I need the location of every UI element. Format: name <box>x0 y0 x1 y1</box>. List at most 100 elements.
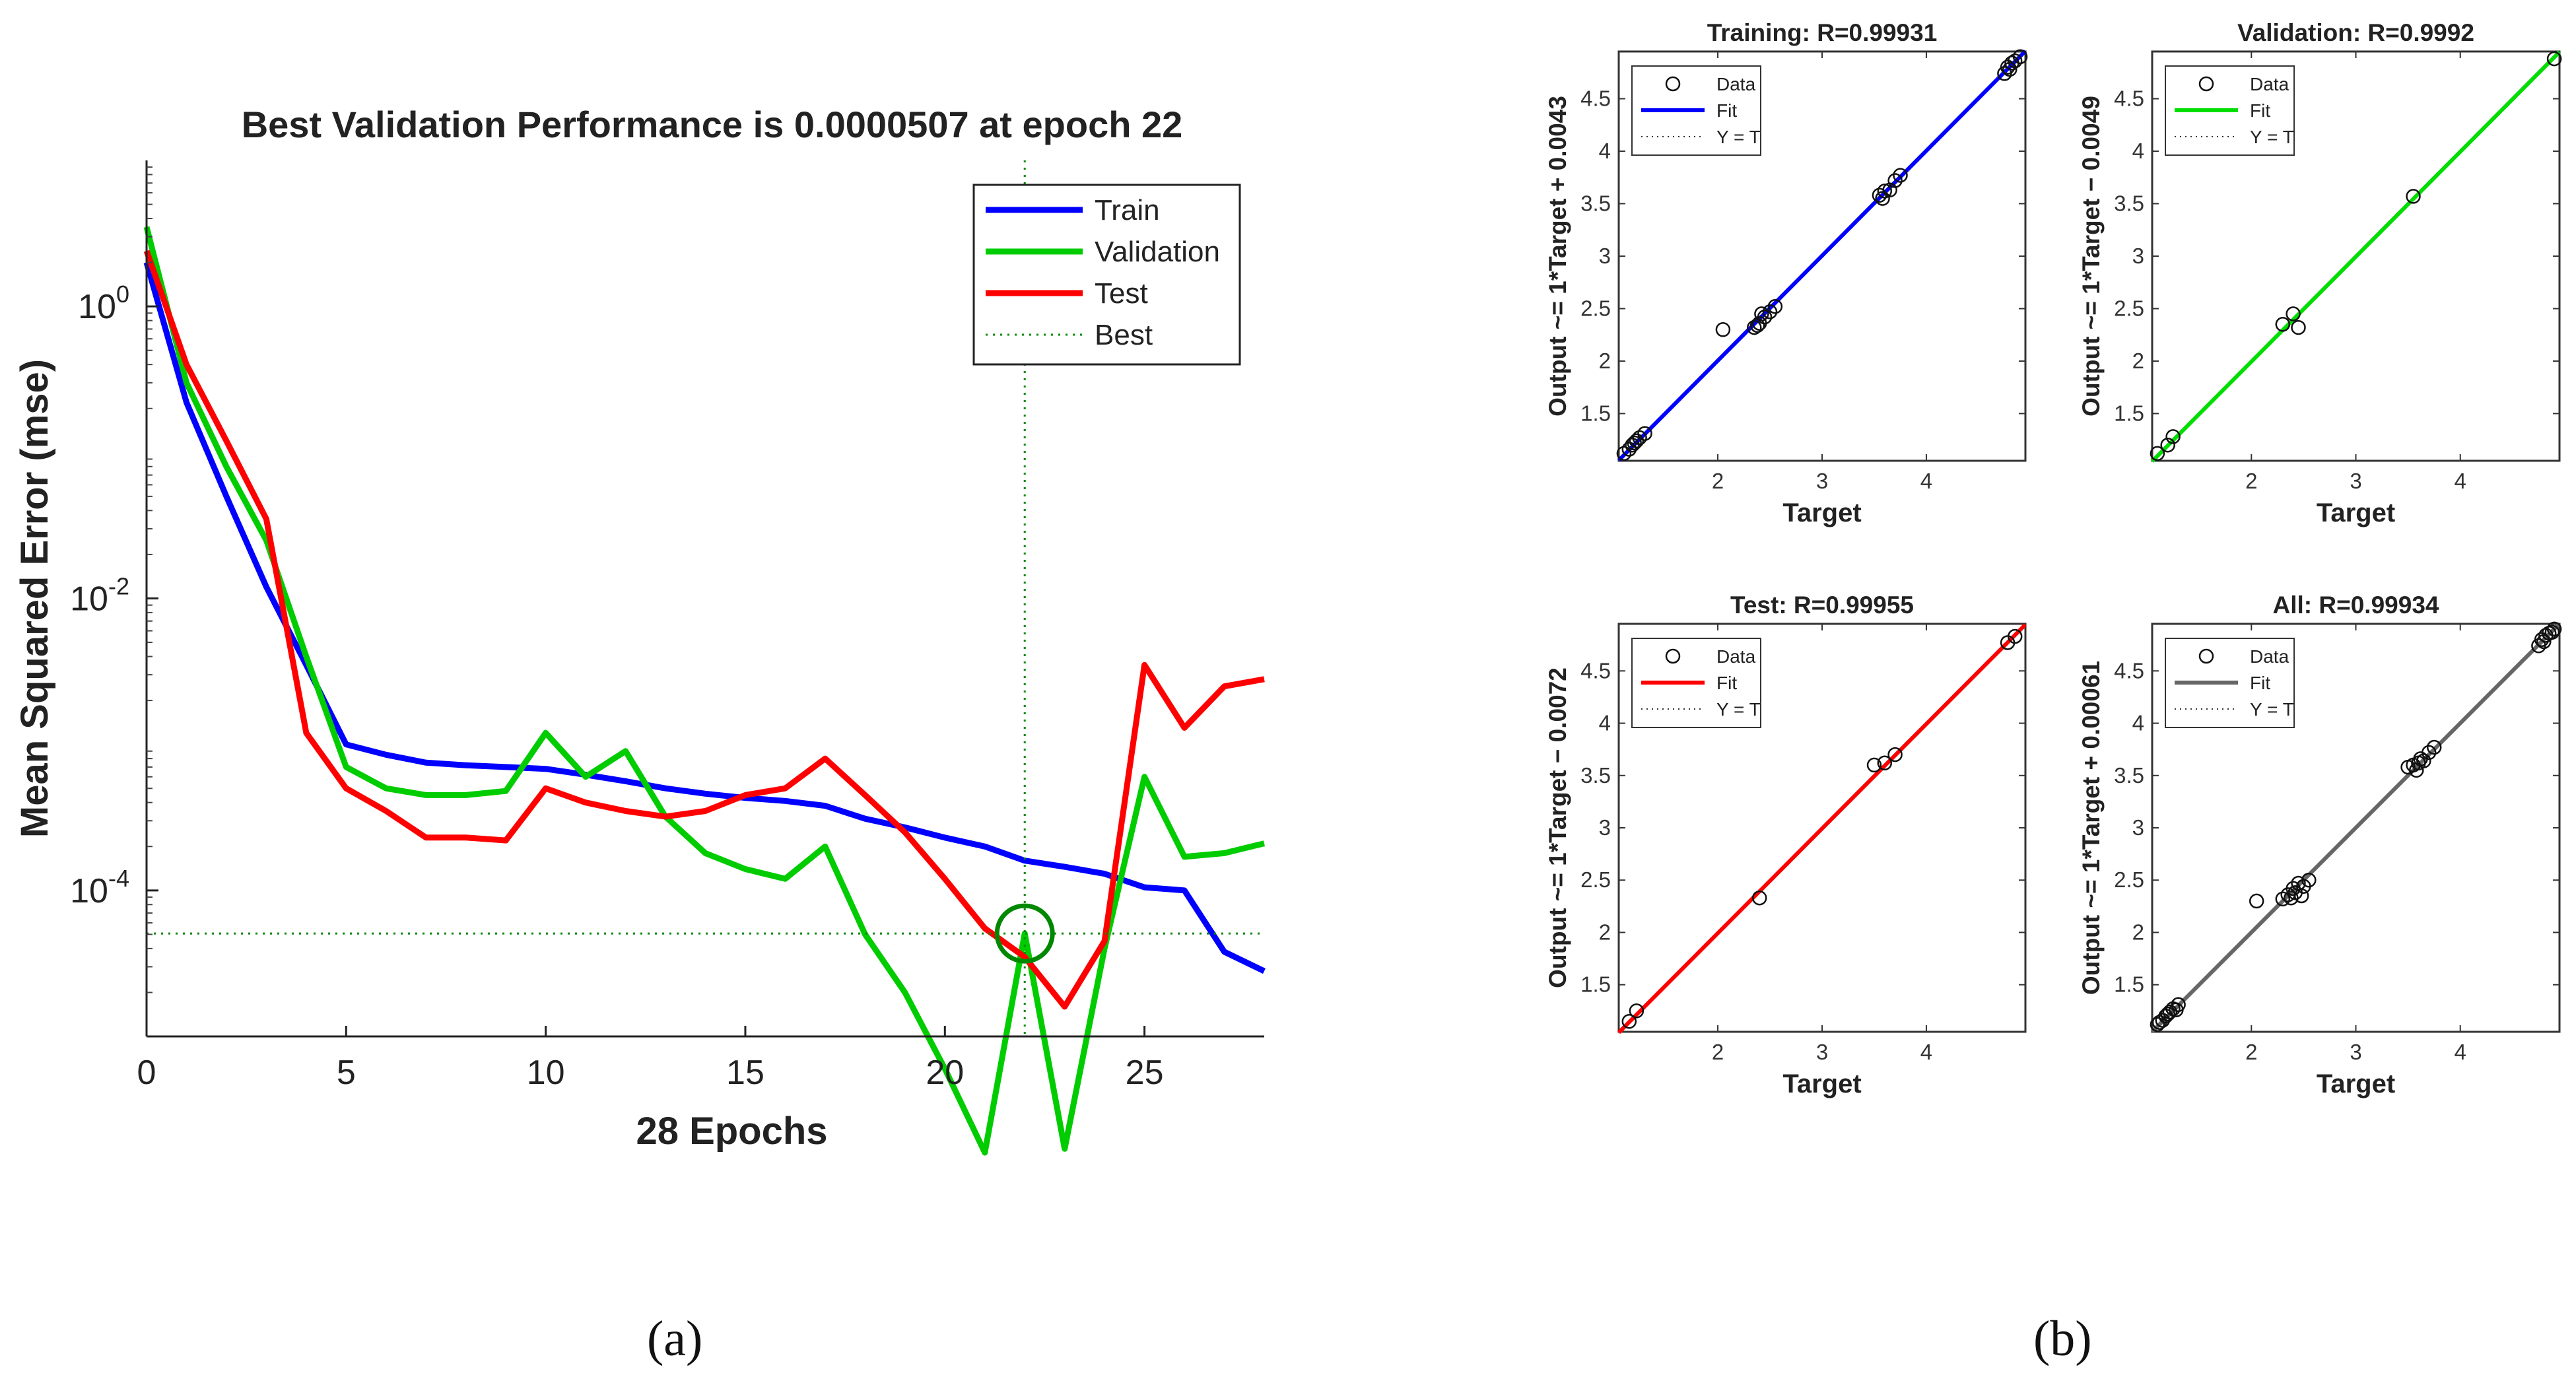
data-point <box>1629 433 1644 449</box>
data-point <box>2275 891 2291 907</box>
data-point <box>2286 306 2301 321</box>
legend-label: Data <box>2250 646 2289 667</box>
regression-plot-training: 2 3 4 1.5 2 2.5 3 3.5 4 4.5 Training: R=0.99931 Tar… <box>1544 19 2028 527</box>
x-axis-label: Target <box>1782 498 1861 527</box>
y-tick-label: 2 <box>2132 349 2144 373</box>
y-tick-label: 3 <box>1599 815 1611 840</box>
legend-label: Y = T <box>1716 127 1761 147</box>
data-point <box>2160 1006 2175 1022</box>
y-tick-label: 3 <box>2132 815 2144 840</box>
data-point <box>1747 320 1762 335</box>
y-tick-label: 4.5 <box>1580 658 1611 683</box>
legend-label: Data <box>2250 74 2289 94</box>
fit-line <box>2150 50 2561 463</box>
data-point <box>1637 426 1652 441</box>
data-point <box>1629 1003 1644 1019</box>
data-point <box>2150 446 2165 461</box>
legend-swatch-data <box>2198 76 2214 92</box>
legend-label-train: Train <box>1095 194 1160 226</box>
legend-label: Y = T <box>1716 699 1761 720</box>
y-tick-label: 2.5 <box>2114 296 2144 320</box>
y-tick-label: 4 <box>1599 711 1611 735</box>
y-tick-label: 3 <box>2132 244 2144 268</box>
data-point <box>1866 757 1882 773</box>
data-point <box>1616 446 1632 461</box>
x-tick-label: 3 <box>2350 469 2361 493</box>
y-tick-label: 4.5 <box>2114 658 2144 683</box>
y-tick-label: 4.5 <box>2114 86 2144 111</box>
y-tick-label: 1.5 <box>2114 972 2144 997</box>
y-tick-label: 1.5 <box>1580 972 1611 997</box>
data-point <box>2162 1004 2178 1020</box>
data-point <box>1715 322 1731 337</box>
y-tick-label: 3.5 <box>2114 763 2144 788</box>
legend-label: Data <box>1716 646 1756 667</box>
x-axis-label: Target <box>1782 1069 1861 1098</box>
x-tick-label: 2 <box>1712 1040 1724 1064</box>
data-point <box>1893 168 1908 183</box>
data-point <box>1877 755 1893 771</box>
x-tick-label: 10 <box>527 1054 565 1092</box>
data-point <box>2301 872 2317 888</box>
data-point <box>2002 61 2017 77</box>
legend-label-best: Best <box>1095 319 1153 351</box>
y-tick-label: 3 <box>1599 244 1611 268</box>
x-tick-label: 3 <box>2350 1040 2361 1064</box>
y-axis-label: Mean Squared Error (mse) <box>13 359 56 838</box>
data-point <box>2534 632 2550 648</box>
data-point <box>2416 753 2431 768</box>
fit-line <box>1617 50 2027 462</box>
legend: Data Fit Y = T <box>1631 638 1761 728</box>
data-point <box>2275 317 2291 332</box>
data-point <box>2160 437 2175 453</box>
data-point <box>2165 429 2181 444</box>
series-line-validation <box>143 226 1266 1156</box>
y-tick-label: 2 <box>1599 920 1611 944</box>
data-point <box>1751 890 1767 906</box>
x-tick-label: 2 <box>2245 469 2257 493</box>
y-tick-label: 10-4 <box>70 865 129 910</box>
y-axis-label: Output ~= 1*Target + 0.00061 <box>2078 661 2105 995</box>
data-point <box>2249 893 2264 909</box>
data-point <box>2004 55 2019 71</box>
data-point <box>1877 184 1893 199</box>
data-point <box>2406 189 2421 204</box>
data-point <box>1757 309 1773 325</box>
legend-label: Fit <box>1716 673 1737 693</box>
legend-label: Data <box>1716 74 1756 94</box>
y-axis-label: Output ~= 1*Target − 0.0049 <box>2078 96 2105 417</box>
y-tick-label: 10-2 <box>70 573 129 619</box>
plot-title: Validation: R=0.9992 <box>2237 19 2474 46</box>
x-tick-label: 4 <box>1920 1040 1932 1064</box>
data-point <box>2152 1015 2167 1030</box>
y-tick-label: 3.5 <box>1580 191 1611 216</box>
legend: Data Fit Y = T <box>2165 638 2295 728</box>
data-point <box>1762 304 1778 320</box>
x-tick-label: 5 <box>337 1054 356 1092</box>
data-point <box>1754 306 1769 321</box>
x-tick-label: 20 <box>926 1054 964 1092</box>
y-tick-label: 4.5 <box>1580 86 1611 111</box>
data-point <box>2150 1017 2165 1032</box>
legend: Train Validation Test Best <box>972 184 1241 366</box>
legend-box <box>972 184 1241 366</box>
data-point <box>1627 435 1642 451</box>
regression-plot-all: 2 3 4 1.5 2 2.5 3 3.5 4 4.5 All: R=0.99934 Target Ou… <box>2078 591 2562 1098</box>
y-tick-label: 100 <box>78 281 129 326</box>
series-line-test <box>143 250 1265 1010</box>
x-tick-label: 15 <box>726 1054 764 1092</box>
chart-title: Best Validation Performance is 0.0000507… <box>242 104 1183 145</box>
data-point <box>1887 173 1903 188</box>
data-point <box>1621 1013 1637 1029</box>
plot-title: Training: R=0.99931 <box>1707 19 1938 46</box>
legend-label: Y = T <box>2250 699 2294 720</box>
data-point <box>1625 437 1640 453</box>
legend-label: Fit <box>1716 100 1737 121</box>
legend-label-test: Test <box>1095 277 1148 310</box>
y-tick-label: 2.5 <box>1580 296 1611 320</box>
x-tick-label: 0 <box>137 1054 156 1092</box>
y-tick-label: 4 <box>2132 139 2144 163</box>
y-axis-label: Output ~= 1*Target + 0.0043 <box>1544 96 1571 417</box>
x-tick-label: 25 <box>1126 1054 1164 1092</box>
